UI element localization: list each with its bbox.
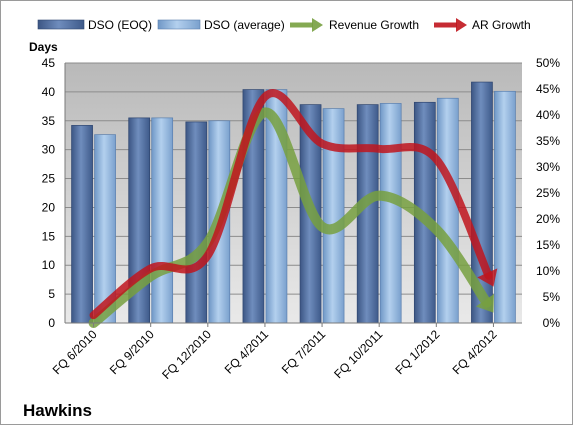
legend-swatch-dso-eoq [37, 19, 85, 30]
x-tick-label: FQ 4/2012 [450, 327, 500, 377]
x-tick-label: FQ 9/2010 [107, 327, 157, 377]
right-tick-label: 15% [536, 238, 560, 252]
bar-dso-eoq [356, 104, 379, 324]
right-tick-label: 50% [536, 56, 560, 70]
line-series [88, 89, 498, 328]
bar-dso-eoq [71, 125, 93, 324]
bar-dso-eoq [185, 121, 208, 324]
legend-item-ar-growth: AR Growth [434, 18, 531, 32]
right-tick-label: 30% [536, 160, 560, 174]
right-tick-label: 25% [536, 186, 560, 200]
left-tick-label: 40 [42, 85, 56, 99]
legend-item-revenue-growth: Revenue Growth [290, 18, 419, 32]
left-tick-label: 45 [42, 56, 56, 70]
legend-arrowhead-ar-growth [456, 18, 467, 32]
company-name: Hawkins [23, 401, 92, 420]
left-tick-label: 20 [42, 200, 56, 214]
right-tick-label: 10% [536, 264, 560, 278]
bar-dso-average [322, 108, 345, 324]
legend-item-dso-eoq: DSO (EOQ) [37, 18, 152, 32]
right-tick-label: 20% [536, 212, 560, 226]
legend-item-dso-average: DSO (average) [157, 18, 285, 32]
legend: DSO (EOQ) DSO (average) Revenue Growth A… [37, 18, 531, 32]
legend-label-ar-growth: AR Growth [472, 18, 531, 32]
x-tick-label: FQ 12/2010 [159, 327, 214, 382]
left-tick-label: 35 [42, 114, 56, 128]
right-tick-label: 5% [543, 290, 561, 304]
right-tick-label: 45% [536, 82, 560, 96]
x-tick-label: FQ 6/2010 [50, 327, 100, 377]
left-tick-label: 10 [42, 258, 56, 272]
x-tick-label: FQ 4/2011 [222, 327, 272, 377]
right-tick-label: 35% [536, 134, 560, 148]
bar-dso-average [494, 90, 516, 324]
x-tick-label: FQ 1/2012 [392, 327, 442, 377]
arrowhead-ar-growth [477, 268, 498, 287]
bar-dso-average [151, 117, 174, 324]
left-tick-label: 15 [42, 229, 56, 243]
arrowhead-revenue-growth [475, 294, 495, 313]
x-tick-label: FQ 10/2011 [331, 327, 385, 381]
right-tick-label: 40% [536, 108, 560, 122]
bar-dso-average [436, 97, 459, 324]
legend-swatch-dso-average [157, 19, 201, 30]
y-axis-title: Days [29, 40, 58, 54]
x-tick-label: FQ 7/2011 [279, 327, 329, 377]
legend-label-revenue-growth: Revenue Growth [329, 18, 419, 32]
right-tick-label: 0% [543, 316, 561, 330]
left-tick-label: 0 [48, 316, 55, 330]
line-ar-growth [89, 89, 493, 320]
left-tick-label: 25 [42, 172, 56, 186]
legend-label-dso-eoq: DSO (EOQ) [88, 18, 152, 32]
legend-label-dso-average: DSO (average) [204, 18, 285, 32]
left-tick-label: 30 [42, 143, 56, 157]
bar-dso-average [379, 103, 402, 324]
left-tick-label: 5 [48, 287, 55, 301]
legend-arrowhead-revenue-growth [312, 18, 323, 32]
